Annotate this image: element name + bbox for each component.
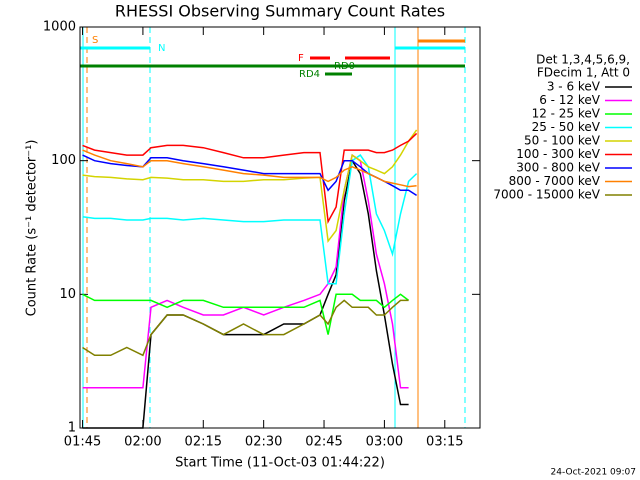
x-tick-label: 03:15 [426,435,463,450]
annotation: F [298,53,304,64]
legend-label: 300 - 800 keV [516,161,600,175]
x-tick-label: 02:15 [185,435,222,450]
legend-label: 3 - 6 keV [547,80,601,94]
series-line [82,153,409,389]
x-tick-label: 02:30 [245,435,282,450]
series-line [82,299,409,357]
y-tick-label: 10 [59,287,76,302]
series-line [82,132,418,225]
x-tick-label: 02:00 [124,435,161,450]
x-tick-label: 03:00 [366,435,403,450]
annotation: N [158,43,165,54]
x-tick-label: 02:45 [305,435,342,450]
legend-label: 7000 - 15000 keV [493,188,600,202]
legend-label: 800 - 7000 keV [509,174,601,188]
x-tick-label: 01:45 [64,435,101,450]
y-tick-label: 100 [51,153,76,168]
y-axis-label: Count Rate (s⁻¹ detector⁻¹) [25,140,40,317]
series-line [82,158,409,429]
legend-header: FDecim 1, Att 0 [537,66,630,80]
legend-label: 50 - 100 keV [524,134,601,148]
y-tick-label: 1 [68,421,76,436]
annotation: RD0 [334,61,355,72]
chart-title: RHESSI Observing Summary Count Rates [115,2,445,21]
footer: 24-Oct-2021 09:07 [551,468,636,478]
x-axis-label: Start Time (11-Oct-03 01:44:22) [175,456,385,471]
series-line [82,293,410,335]
series-line [82,154,418,285]
y-tick-label: 1000 [43,20,76,35]
legend-header: Det 1,3,4,5,6,9, [536,53,630,67]
legend-label: 12 - 25 keV [532,107,601,121]
legend-label: 25 - 50 keV [532,120,601,134]
annotation: RD4 [299,69,320,80]
legend-label: 100 - 300 keV [516,147,600,161]
series-line [82,149,417,188]
plot-frame [79,26,481,429]
legend-label: 6 - 12 keV [539,93,601,107]
annotation: S [92,35,98,46]
